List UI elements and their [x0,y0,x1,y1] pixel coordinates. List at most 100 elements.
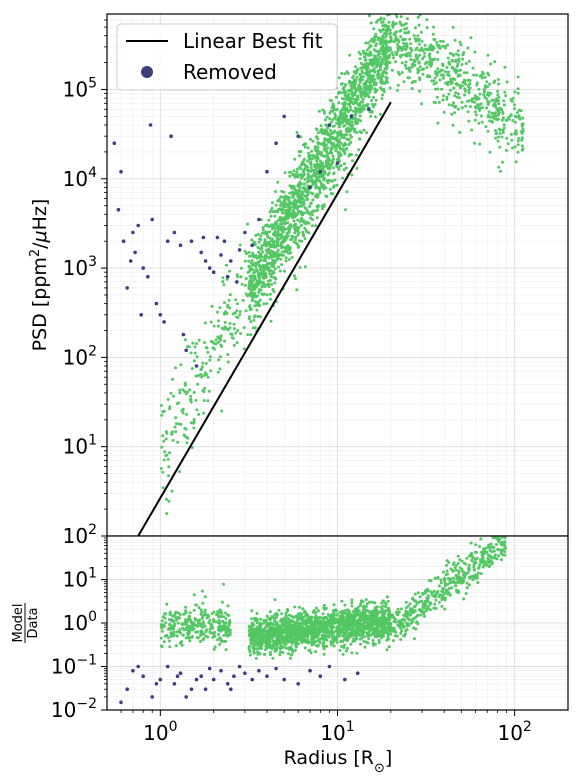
data-point [202,374,206,377]
data-point [404,22,408,25]
data-point [349,140,353,144]
data-point [274,251,278,255]
ratio-point [227,622,231,626]
data-point [367,75,371,79]
removed-point [116,207,121,212]
ratio-point [268,632,271,635]
data-point [432,25,436,29]
ratio-point [225,631,228,635]
removed-point [211,270,216,275]
data-point [265,302,269,305]
ratio-point [274,612,278,615]
data-point [273,281,277,285]
data-point [200,367,203,371]
data-point [351,127,355,131]
ratio-point [340,645,344,648]
data-point [276,180,280,184]
data-point [217,336,221,340]
ratio-point [259,641,263,645]
ratio-point [386,599,390,603]
data-point [381,24,385,28]
data-point [467,59,471,63]
data-point [417,6,420,9]
ratio-point [224,617,228,621]
data-point [514,160,518,164]
ratio-point [348,610,351,614]
ratio-point [321,643,325,647]
ratio-point [269,653,272,657]
data-point [253,243,257,247]
data-point [499,106,502,110]
ratio-point [447,560,451,564]
data-point [362,75,365,79]
ratio-point [227,614,231,617]
data-point [477,121,481,125]
data-point [362,49,365,53]
data-point [382,90,386,94]
ratio-point [363,606,367,610]
data-point [160,445,164,449]
data-point [248,266,252,270]
ratio-point [460,559,464,563]
data-point [447,60,451,64]
data-point [435,95,439,99]
data-point [257,250,261,254]
data-point [251,251,255,255]
removed-point [327,123,332,127]
ratio-point [163,612,167,616]
data-point [386,25,390,29]
data-point [503,65,507,69]
data-point [271,261,275,265]
ratio-point [284,611,288,615]
data-point [310,157,314,161]
ratio-point [335,635,338,639]
ratio-point [160,619,164,623]
data-point [185,441,189,445]
data-point [348,129,352,133]
data-point [258,315,262,319]
ratio-point [268,650,272,654]
data-point [228,293,232,297]
data-point [423,43,427,47]
ratio-point [343,603,347,607]
data-point [284,214,288,218]
data-point [421,57,425,61]
data-point [382,71,386,74]
data-point [502,103,506,107]
data-point [485,80,489,84]
data-point [184,427,188,431]
ratio-point [296,642,300,646]
ratio-point [160,644,164,648]
data-point [254,300,258,304]
data-point [360,131,363,135]
data-point [243,259,247,263]
data-point [496,89,500,93]
data-point [370,110,374,114]
ratio-point [193,618,197,622]
data-point [298,266,302,269]
data-point [316,131,320,135]
ratio-point [465,556,469,560]
data-point [325,115,329,119]
ratio-point [384,631,388,635]
data-point [190,367,194,370]
ratio-point [335,640,339,644]
removed-point [222,239,227,243]
data-point [508,114,512,118]
ratio-point [265,614,269,618]
data-point [416,69,420,72]
ratio-point [321,629,325,632]
data-point [287,214,291,218]
data-point [407,30,411,34]
ratio-point [226,629,230,633]
data-point [203,321,207,325]
data-point [330,162,334,166]
data-point [267,256,271,260]
data-point [268,292,272,296]
data-point [453,94,457,98]
data-point [242,347,246,351]
data-point [329,128,332,132]
data-point [303,187,307,191]
data-point [361,97,365,101]
data-point [326,152,329,156]
